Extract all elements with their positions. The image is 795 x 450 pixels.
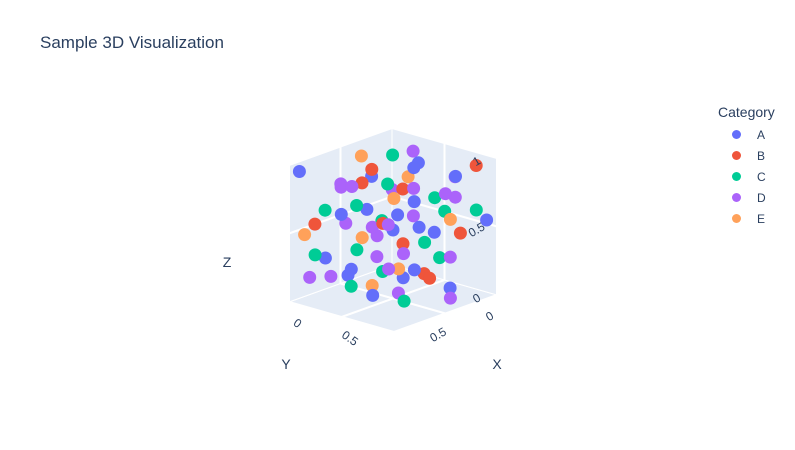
data-point-d (303, 270, 317, 284)
data-point-a (334, 207, 348, 221)
data-point-d (443, 291, 457, 305)
data-point-d (365, 220, 379, 234)
data-point-d (407, 181, 421, 195)
y-tick-label: 0.5 (427, 324, 449, 345)
y-tick-label: 0 (483, 308, 496, 324)
data-point-c (308, 248, 322, 262)
data-point-e (298, 228, 312, 242)
axis-titles: X Y Z (223, 254, 503, 372)
data-point-d (397, 247, 410, 261)
data-point-b (355, 176, 369, 190)
data-point-c (397, 294, 411, 308)
data-point-b (453, 226, 467, 240)
data-point-c (418, 235, 432, 249)
data-point-a (344, 262, 358, 276)
legend-label: B (757, 148, 766, 163)
data-point-a (449, 169, 462, 183)
data-point-a (427, 225, 441, 239)
legend-marker (732, 214, 741, 223)
chart-title: Sample 3D Visualization (40, 33, 224, 52)
data-point-a (407, 263, 421, 277)
data-point-a (360, 202, 374, 216)
data-point-a (391, 208, 405, 222)
data-point-a (318, 251, 332, 265)
legend-label: D (757, 190, 766, 205)
data-point-d (370, 250, 384, 264)
data-point-d (448, 190, 462, 204)
gridline-y (340, 282, 446, 315)
data-point-b (396, 237, 410, 251)
x-axis-title: X (492, 356, 502, 372)
data-point-e (443, 212, 457, 226)
z-axis-title: Z (223, 254, 232, 270)
legend-marker (732, 172, 741, 181)
y-axis-title: Y (281, 356, 291, 372)
legend-item-d[interactable]: D (718, 187, 775, 208)
data-point-e (387, 192, 401, 205)
data-points (292, 144, 494, 308)
data-point-a (412, 220, 426, 234)
data-point-a (407, 195, 421, 209)
legend-title: Category (718, 104, 775, 120)
data-point-c (469, 203, 483, 217)
legend-marker (732, 193, 741, 202)
data-point-e (365, 279, 379, 292)
legend-label: A (757, 127, 766, 142)
data-point-a (480, 213, 494, 227)
data-point-b (469, 159, 483, 172)
legend-marker (732, 151, 741, 160)
data-point-d (406, 209, 420, 223)
data-point-d (382, 262, 396, 276)
x-tick-label: 0.5 (339, 328, 361, 349)
data-point-c (350, 243, 364, 257)
data-point-c (344, 279, 358, 293)
legend-item-b[interactable]: B (718, 145, 775, 166)
data-point-e (392, 262, 406, 276)
data-point-d (438, 187, 452, 201)
data-point-d (381, 218, 395, 232)
data-point-d (324, 269, 338, 283)
data-point-c (318, 203, 332, 217)
data-point-e (355, 231, 369, 245)
data-point-b (396, 182, 410, 196)
legend-label: C (757, 169, 766, 184)
data-point-c (433, 251, 447, 265)
data-point-a (366, 288, 380, 302)
data-point-c (386, 148, 400, 162)
data-point-d (345, 180, 359, 193)
data-point-c (381, 177, 395, 191)
data-point-b (423, 271, 437, 285)
data-point-d (443, 250, 457, 264)
legend-item-a[interactable]: A (718, 124, 775, 145)
data-point-c (350, 199, 364, 212)
data-point-d (406, 144, 420, 158)
data-point-b (365, 162, 379, 176)
data-point-d (334, 180, 348, 194)
data-point-c (428, 191, 442, 205)
legend-label: E (757, 211, 766, 226)
data-point-b (308, 217, 322, 231)
data-point-a (292, 165, 306, 178)
legend-marker (732, 130, 741, 139)
gridlines (288, 127, 498, 333)
legend-item-c[interactable]: C (718, 166, 775, 187)
data-point-a (443, 281, 457, 295)
data-point-a (407, 161, 421, 175)
data-point-e (354, 149, 368, 163)
x-tick-label: 0 (291, 316, 305, 331)
gridline-y (288, 301, 395, 333)
legend-item-e[interactable]: E (718, 208, 775, 229)
